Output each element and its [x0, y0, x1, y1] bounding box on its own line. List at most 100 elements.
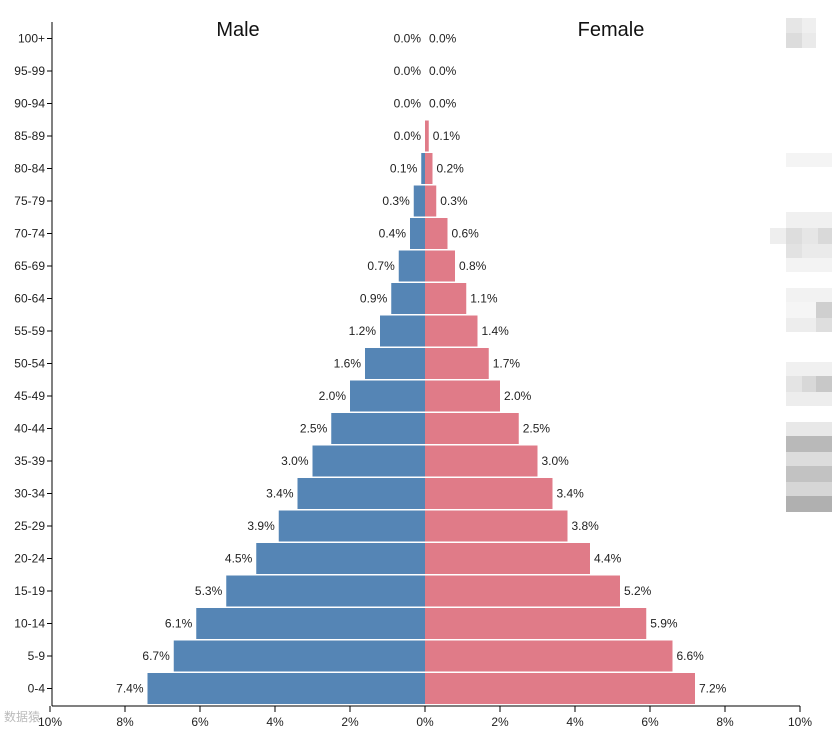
female-title: Female: [578, 19, 645, 41]
male-label-100+: 0.0%: [394, 32, 422, 46]
male-label-90-94: 0.0%: [394, 97, 422, 111]
age-label-45-49: 45-49: [14, 389, 45, 403]
female-label-25-29: 3.8%: [572, 519, 600, 533]
male-bar-10-14: [196, 608, 425, 639]
pixel-block: [818, 228, 832, 244]
male-bar-15-19: [226, 575, 425, 607]
age-label-40-44: 40-44: [14, 422, 45, 436]
age-label-15-19: 15-19: [14, 584, 45, 598]
age-label-50-54: 50-54: [14, 357, 45, 371]
female-label-60-64: 1.1%: [470, 292, 498, 306]
male-label-85-89: 0.0%: [394, 129, 422, 143]
pixel-block: [786, 212, 832, 228]
male-label-30-34: 3.4%: [266, 487, 294, 501]
female-label-55-59: 1.4%: [482, 324, 510, 338]
male-label-55-59: 1.2%: [349, 324, 377, 338]
female-bar-25-29: [425, 510, 568, 542]
age-label-55-59: 55-59: [14, 324, 45, 338]
female-bar-70-74: [425, 218, 448, 249]
female-label-20-24: 4.4%: [594, 552, 622, 566]
female-bar-30-34: [425, 478, 553, 509]
pixel-block: [816, 302, 832, 318]
x-tick-label: 8%: [116, 715, 134, 729]
pixel-block: [802, 18, 816, 33]
male-bar-55-59: [380, 315, 425, 347]
pixel-block: [786, 452, 832, 466]
pixel-block: [786, 362, 832, 376]
male-bar-80-84: [421, 153, 425, 184]
female-bar-60-64: [425, 283, 467, 314]
male-label-65-69: 0.7%: [367, 259, 395, 273]
pixel-block: [802, 228, 818, 244]
pixel-block: [786, 436, 832, 452]
pixelated-sidebar: [770, 18, 832, 512]
female-label-35-39: 3.0%: [542, 454, 570, 468]
pixel-block: [786, 18, 802, 33]
age-label-65-69: 65-69: [14, 259, 45, 273]
x-tick-label: 8%: [716, 715, 734, 729]
pixel-block: [786, 466, 832, 482]
male-label-35-39: 3.0%: [281, 454, 309, 468]
pixel-block: [802, 244, 832, 258]
female-label-45-49: 2.0%: [504, 389, 532, 403]
age-label-100+: 100+: [18, 32, 45, 46]
female-bar-15-19: [425, 575, 620, 607]
pixel-block: [802, 33, 816, 48]
pixel-block: [786, 318, 816, 332]
age-label-70-74: 70-74: [14, 227, 45, 241]
age-label-95-99: 95-99: [14, 64, 45, 78]
male-label-60-64: 0.9%: [360, 292, 388, 306]
pixel-block: [786, 153, 832, 167]
pixel-block: [816, 376, 832, 392]
male-bar-0-4: [147, 673, 425, 704]
pixel-block: [786, 482, 832, 496]
female-label-10-14: 5.9%: [650, 617, 678, 631]
female-bar-20-24: [425, 543, 590, 574]
male-label-40-44: 2.5%: [300, 422, 328, 436]
female-label-70-74: 0.6%: [452, 227, 480, 241]
age-label-20-24: 20-24: [14, 552, 45, 566]
female-bar-0-4: [425, 673, 695, 704]
female-bar-40-44: [425, 413, 519, 444]
age-label-10-14: 10-14: [14, 617, 45, 631]
female-label-40-44: 2.5%: [523, 422, 551, 436]
data-labels-group: 0.0% 0.0% 0.0% 0.0% 0.0% 0.0% 0.0% 0.1% 0.1% 0.2%…: [116, 32, 727, 696]
pixel-block: [786, 258, 832, 272]
male-label-45-49: 2.0%: [319, 389, 347, 403]
male-bar-45-49: [350, 380, 425, 412]
pixel-block: [786, 228, 802, 244]
female-label-80-84: 0.2%: [437, 162, 465, 176]
age-label-75-79: 75-79: [14, 194, 45, 208]
female-label-50-54: 1.7%: [493, 357, 521, 371]
pixel-block: [786, 288, 832, 302]
female-bar-45-49: [425, 380, 500, 412]
male-bar-40-44: [331, 413, 425, 444]
female-bar-50-54: [425, 348, 489, 379]
male-bar-25-29: [278, 510, 425, 542]
age-label-80-84: 80-84: [14, 162, 45, 176]
age-label-85-89: 85-89: [14, 129, 45, 143]
male-label-5-9: 6.7%: [142, 649, 170, 663]
pixel-block: [786, 422, 832, 436]
male-label-20-24: 4.5%: [225, 552, 253, 566]
pixel-block: [786, 392, 832, 406]
age-label-25-29: 25-29: [14, 519, 45, 533]
age-label-5-9: 5-9: [28, 649, 46, 663]
female-bar-65-69: [425, 250, 455, 282]
x-tick-label: 2%: [341, 715, 359, 729]
male-bar-75-79: [413, 185, 425, 217]
male-bar-35-39: [312, 445, 425, 477]
female-label-0-4: 7.2%: [699, 682, 727, 696]
x-tick-label: 10%: [788, 715, 812, 729]
male-bar-60-64: [391, 283, 425, 314]
female-label-85-89: 0.1%: [433, 129, 461, 143]
male-bar-70-74: [410, 218, 425, 249]
age-label-60-64: 60-64: [14, 292, 45, 306]
female-bar-5-9: [425, 640, 673, 672]
male-label-50-54: 1.6%: [334, 357, 362, 371]
pixel-block: [786, 376, 802, 392]
female-label-95-99: 0.0%: [429, 64, 457, 78]
age-label-0-4: 0-4: [28, 682, 46, 696]
x-tick-label: 4%: [566, 715, 584, 729]
